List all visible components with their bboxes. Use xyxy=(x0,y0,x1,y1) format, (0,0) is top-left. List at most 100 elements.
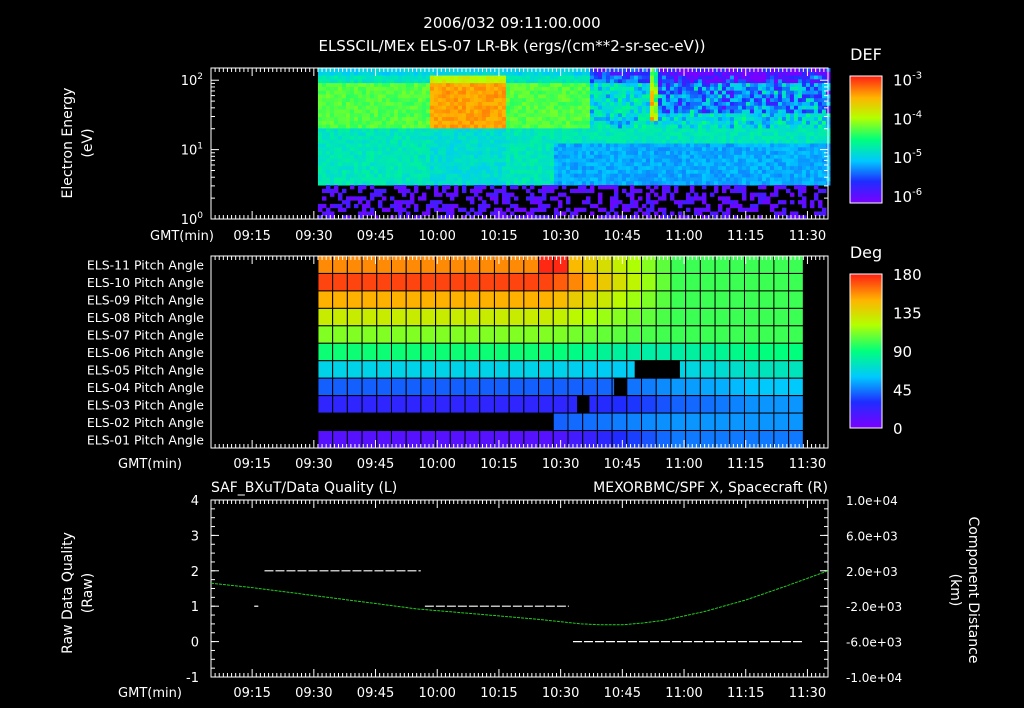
spectrogram-cell xyxy=(557,154,563,160)
spectrogram-cell xyxy=(545,169,551,175)
spectrogram-cell xyxy=(561,105,567,111)
spectrogram-cell xyxy=(657,86,663,92)
spectrogram-cell xyxy=(805,147,811,152)
spectrogram-cell xyxy=(605,154,611,160)
spectrogram-cell xyxy=(757,192,763,197)
spectrogram-cell xyxy=(561,185,567,190)
spectrogram-cell xyxy=(801,120,807,126)
spectrogram-cell xyxy=(777,101,783,107)
spectrogram-cell xyxy=(533,124,539,129)
spectrogram-cell xyxy=(769,75,775,80)
spectrogram-cell xyxy=(777,147,783,152)
spectrogram-cell xyxy=(361,207,367,212)
spectrogram-cell xyxy=(341,200,347,205)
spectrogram-cell xyxy=(325,90,331,95)
spectrogram-cell xyxy=(525,196,531,201)
spectrogram-cell xyxy=(481,207,487,212)
spectrogram-cell xyxy=(641,203,647,209)
spectrogram-cell xyxy=(449,83,455,88)
spectrogram-cell xyxy=(665,71,671,77)
spectrogram-cell xyxy=(621,101,627,107)
spectrogram-cell xyxy=(669,98,675,103)
spectrogram-cell xyxy=(473,98,479,103)
spectrogram-cell xyxy=(693,196,699,201)
spectrogram-cell xyxy=(453,101,459,107)
spectrogram-cell xyxy=(717,207,723,212)
spectrogram-cell xyxy=(701,124,707,129)
spectrogram-cell xyxy=(597,120,603,126)
spectrogram-cell xyxy=(589,188,595,194)
pitch-cells xyxy=(317,255,804,449)
spectrogram-cell xyxy=(601,101,607,107)
spectrogram-cell xyxy=(625,203,631,209)
spectrogram-cell xyxy=(353,181,359,186)
spectrogram-cell xyxy=(773,98,779,103)
spectrogram-cell xyxy=(401,113,407,118)
spectrogram-cell xyxy=(365,151,371,156)
spectrogram-cell xyxy=(521,101,527,107)
spectrogram-cell xyxy=(333,109,339,114)
spectrogram-cell xyxy=(597,75,603,80)
spectrogram-cell xyxy=(333,68,339,73)
spectrogram-cell xyxy=(457,117,463,122)
spectrogram-cell xyxy=(501,120,507,126)
spectrogram-cell xyxy=(765,181,771,186)
spectrogram-cell xyxy=(445,75,451,80)
spectrogram-cell xyxy=(753,181,759,186)
spectrogram-cell xyxy=(765,196,771,201)
spectrogram-y-tick-exponent: 2 xyxy=(197,72,203,82)
spectrogram-cell xyxy=(789,71,795,77)
spectrogram-cell xyxy=(797,166,803,171)
spectrogram-cell xyxy=(601,139,607,144)
spectrogram-cell xyxy=(541,86,547,92)
spectrogram-cell xyxy=(357,71,363,77)
spectrogram-cell xyxy=(793,147,799,152)
spectrogram-cell xyxy=(573,113,579,118)
spectrogram-cell xyxy=(673,188,679,194)
spectrogram-cell xyxy=(357,128,363,133)
spectrogram-cell xyxy=(541,185,547,190)
spectrogram-cell xyxy=(569,154,575,160)
spectrogram-cell xyxy=(757,181,763,186)
spectrogram-cell xyxy=(549,90,555,95)
spectrogram-cell xyxy=(477,166,483,171)
spectrogram-cell xyxy=(729,94,735,99)
spectrogram-cell xyxy=(821,169,827,175)
spectrogram-cell xyxy=(417,132,423,137)
spectrogram-cell xyxy=(593,120,599,126)
spectrogram-cell xyxy=(465,124,471,129)
spectrogram-cell xyxy=(353,109,359,114)
spectrogram-cell xyxy=(409,83,415,88)
pitch-cell xyxy=(332,307,348,327)
spectrogram-cell xyxy=(709,120,715,126)
spectrogram-cell xyxy=(413,83,419,88)
spectrogram-cell xyxy=(585,147,591,152)
pitch-cell xyxy=(567,272,584,292)
spectrogram-cell xyxy=(461,105,467,111)
spectrogram-cell xyxy=(333,185,339,190)
spectrogram-cell xyxy=(381,86,387,92)
spectrogram-cell xyxy=(617,113,623,118)
spectrogram-cell xyxy=(769,98,775,103)
spectrogram-cell xyxy=(789,173,795,178)
spectrogram-cell xyxy=(809,143,815,148)
spectrogram-cell xyxy=(809,158,815,163)
spectrogram-cell xyxy=(685,105,691,111)
spectrogram-cell xyxy=(433,200,439,205)
spectrogram-cell xyxy=(597,200,603,205)
spectrogram-cell xyxy=(805,128,811,133)
spectrogram-cell xyxy=(705,151,711,156)
spectrogram-cell xyxy=(765,147,771,152)
spectrogram-cell xyxy=(341,113,347,118)
spectrogram-cell xyxy=(821,132,827,137)
spectrogram-cell xyxy=(657,105,663,111)
spectrogram-cell xyxy=(385,98,391,103)
spectrogram-cell xyxy=(437,90,443,95)
spectrogram-cell xyxy=(749,71,755,77)
spectrogram-cell xyxy=(337,71,343,77)
spectrogram-cell xyxy=(617,139,623,144)
spectrogram-cell xyxy=(325,158,331,163)
spectrogram-cell xyxy=(561,143,567,148)
spectrogram-cell xyxy=(673,135,679,141)
spectrogram-cell xyxy=(717,166,723,171)
